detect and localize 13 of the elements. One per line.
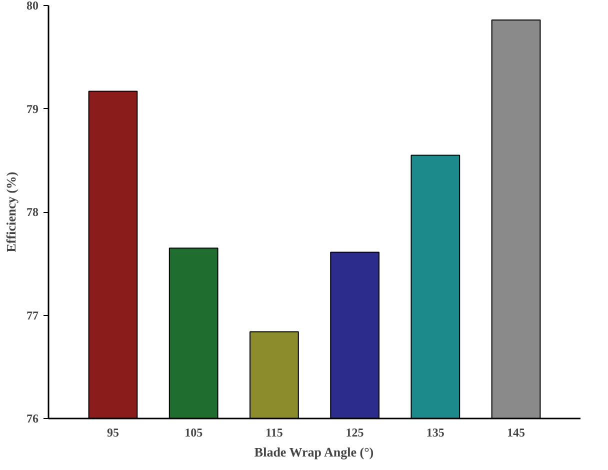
- y-tick-label: 77: [26, 308, 38, 322]
- x-tick-label: 135: [426, 426, 444, 440]
- x-tick-label: 115: [266, 426, 283, 440]
- x-tick-label: 95: [106, 426, 119, 440]
- y-axis-title: Efficiency (%): [4, 172, 18, 252]
- y-tick-label: 79: [26, 102, 38, 116]
- x-tick-label: 105: [184, 426, 203, 440]
- x-tick-label: 125: [346, 426, 364, 440]
- y-tick-label: 78: [26, 205, 38, 219]
- x-axis-title: Blade Wrap Angle (°): [254, 444, 374, 460]
- y-tick-label: 76: [26, 412, 38, 426]
- x-tick-label: 145: [507, 426, 526, 440]
- y-tick-label: 80: [26, 0, 38, 12]
